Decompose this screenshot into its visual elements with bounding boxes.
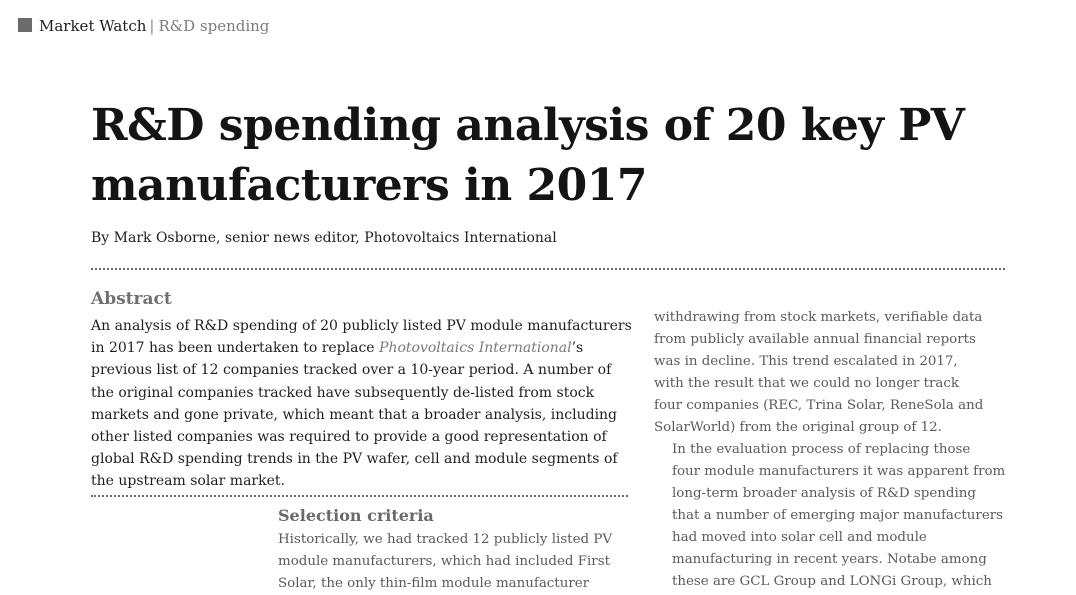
subsection-name: R&D spending bbox=[158, 17, 270, 35]
text-line: Historically, we had tracked 12 publicly… bbox=[278, 532, 612, 547]
text-line: long-term broader analysis of R&D spendi… bbox=[672, 486, 976, 501]
text-line: manufacturing in recent years. Notabe am… bbox=[672, 552, 987, 567]
selection-criteria-paragraph: Historically, we had tracked 12 publicly… bbox=[278, 529, 638, 595]
text-line: these are GCL Group and LONGi Group, whi… bbox=[672, 574, 992, 589]
right-paragraph-2: In the evaluation process of replacing t… bbox=[654, 439, 1009, 593]
text-line: four companies (REC, Trina Solar, ReneSo… bbox=[654, 398, 984, 413]
text-line: In the evaluation process of replacing t… bbox=[672, 442, 971, 457]
abstract-paragraph: An analysis of R&D spending of 20 public… bbox=[91, 315, 636, 493]
abstract-heading: Abstract bbox=[91, 289, 172, 309]
text-line: withdrawing from stock markets, verifiab… bbox=[654, 310, 983, 325]
text-line: from publicly available annual financial… bbox=[654, 332, 976, 347]
dotted-divider-abstract bbox=[91, 495, 628, 497]
text-line: module manufacturers, which had included… bbox=[278, 554, 610, 569]
text-line: had moved into solar cell and module bbox=[672, 530, 927, 545]
text-line: with the result that we could no longer … bbox=[654, 376, 959, 391]
dotted-divider-top bbox=[91, 268, 1005, 270]
text-line: Solar, the only thin-film module manufac… bbox=[278, 576, 590, 591]
text-line: four module manufacturers it was apparen… bbox=[672, 464, 1006, 479]
section-marker-square bbox=[18, 18, 32, 32]
abstract-text-before: An analysis of R&D spending of 20 public… bbox=[91, 318, 632, 357]
abstract-text-after: ’s previous list of 12 companies tracked… bbox=[91, 340, 618, 490]
article-byline: By Mark Osborne, senior news editor, Pho… bbox=[91, 230, 557, 246]
publication-name: Photovoltaics International bbox=[379, 340, 572, 357]
text-line: SolarWorld) from the original group of 1… bbox=[654, 420, 942, 435]
right-column: withdrawing from stock markets, verifiab… bbox=[654, 307, 1009, 593]
selection-criteria-heading: Selection criteria bbox=[278, 506, 434, 525]
section-name: Market Watch bbox=[39, 17, 147, 35]
text-line: that a number of emerging major manufact… bbox=[672, 508, 1004, 523]
section-header: Market Watch | R&D spending bbox=[18, 15, 269, 37]
section-separator: | bbox=[149, 17, 155, 35]
right-paragraph-1: withdrawing from stock markets, verifiab… bbox=[654, 307, 1009, 439]
text-line: was in decline. This trend escalated in … bbox=[654, 354, 958, 369]
article-title: R&D spending analysis of 20 key PV manuf… bbox=[91, 100, 965, 211]
